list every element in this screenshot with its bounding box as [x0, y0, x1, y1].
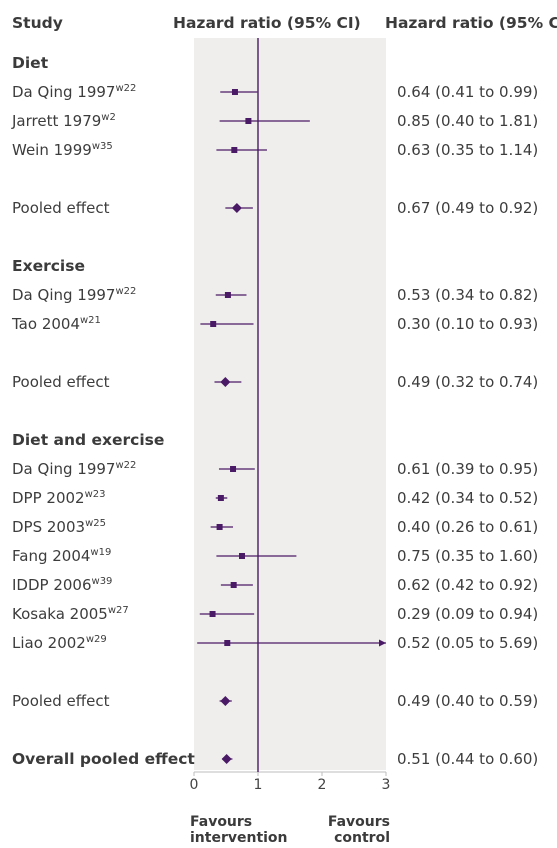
- study-reference: w23: [84, 489, 106, 500]
- study-name: DPS 2003: [12, 518, 86, 536]
- x-tick-label: 1: [254, 777, 263, 793]
- point-estimate: [230, 582, 237, 588]
- study-name: Da Qing 1997: [12, 460, 116, 478]
- study-label: Da Qing 1997w22: [12, 460, 136, 478]
- study-reference: w27: [107, 605, 129, 616]
- study-name: Overall pooled effect: [12, 750, 195, 768]
- study-label: Kosaka 2005w27: [12, 605, 129, 623]
- x-tick-label: 2: [318, 777, 327, 793]
- x-tick-label: 0: [190, 777, 199, 793]
- study-reference: w22: [115, 83, 137, 94]
- hazard-ratio-value: 0.63 (0.35 to 1.14): [397, 141, 539, 159]
- ci-arrow: [379, 639, 386, 647]
- header-value: Hazard ratio (95% CI): [385, 14, 557, 32]
- study-name: Liao 2002: [12, 634, 86, 652]
- study-reference: w29: [85, 634, 107, 645]
- pooled-label: Pooled effect: [12, 373, 109, 391]
- point-estimate: [209, 611, 216, 617]
- hazard-ratio-value: 0.40 (0.26 to 0.61): [397, 518, 539, 536]
- study-label: Fang 2004w19: [12, 547, 111, 565]
- study-name: Pooled effect: [12, 692, 110, 710]
- hazard-ratio-value: 0.52 (0.05 to 5.69): [397, 634, 539, 652]
- hazard-ratio-value: 0.64 (0.41 to 0.99): [397, 83, 539, 101]
- hazard-ratio-value: 0.42 (0.34 to 0.52): [397, 489, 539, 507]
- study-label: Da Qing 1997w22: [12, 286, 136, 304]
- study-name: DPP 2002: [12, 489, 85, 507]
- study-label: Wein 1999w35: [12, 141, 113, 159]
- study-name: Pooled effect: [12, 199, 110, 217]
- pooled-diamond: [220, 377, 231, 387]
- study-label: DPS 2003w25: [12, 518, 106, 536]
- hazard-ratio-value: 0.53 (0.34 to 0.82): [397, 286, 539, 304]
- study-name: Jarrett 1979: [12, 112, 102, 130]
- study-reference: w39: [91, 576, 113, 587]
- favours-control-label: Favours control: [327, 814, 390, 846]
- hazard-ratio-value: 0.51 (0.44 to 0.60): [397, 750, 539, 768]
- study-name: Da Qing 1997: [12, 286, 116, 304]
- study-reference: w2: [101, 112, 116, 123]
- header-forest: Hazard ratio (95% CI): [173, 14, 361, 32]
- point-estimate: [230, 466, 237, 472]
- group-heading: Exercise: [12, 257, 85, 275]
- study-name: Kosaka 2005: [12, 605, 108, 623]
- point-estimate: [210, 321, 217, 327]
- study-label: Da Qing 1997w22: [12, 83, 136, 101]
- study-reference: w22: [115, 460, 137, 471]
- hazard-ratio-value: 0.30 (0.10 to 0.93): [397, 315, 539, 333]
- header-study: Study: [12, 14, 63, 32]
- pooled-label: Pooled effect: [12, 199, 109, 217]
- pooled-label: Pooled effect: [12, 692, 109, 710]
- pooled-diamond: [220, 696, 231, 706]
- study-label: DPP 2002w23: [12, 489, 106, 507]
- study-label: Jarrett 1979w2: [12, 112, 116, 130]
- favours-intervention-label: Favours intervention: [190, 814, 288, 846]
- study-label: Tao 2004w21: [12, 315, 101, 333]
- plot-panel: [194, 38, 386, 770]
- study-label: IDDP 2006w39: [12, 576, 112, 594]
- point-estimate: [231, 89, 238, 95]
- overall-label: Overall pooled effect: [12, 750, 195, 768]
- study-reference: w25: [85, 518, 106, 529]
- hazard-ratio-value: 0.49 (0.32 to 0.74): [397, 373, 539, 391]
- x-tick-label: 3: [382, 777, 391, 793]
- study-name: Pooled effect: [12, 373, 110, 391]
- point-estimate: [231, 147, 238, 153]
- hazard-ratio-value: 0.29 (0.09 to 0.94): [397, 605, 539, 623]
- hazard-ratio-value: 0.61 (0.39 to 0.95): [397, 460, 539, 478]
- point-estimate: [216, 524, 223, 530]
- pooled-diamond: [231, 203, 242, 213]
- hazard-ratio-value: 0.75 (0.35 to 1.60): [397, 547, 539, 565]
- study-name: Fang 2004: [12, 547, 91, 565]
- hazard-ratio-value: 0.62 (0.42 to 0.92): [397, 576, 539, 594]
- study-reference: w22: [115, 286, 137, 297]
- study-name: Da Qing 1997: [12, 83, 116, 101]
- point-estimate: [245, 118, 252, 124]
- point-estimate: [224, 640, 231, 646]
- pooled-diamond: [221, 754, 232, 764]
- study-reference: w19: [90, 547, 112, 558]
- point-estimate: [239, 553, 245, 559]
- group-heading: Diet and exercise: [12, 431, 165, 449]
- study-name: IDDP 2006: [12, 576, 92, 594]
- study-label: Liao 2002w29: [12, 634, 107, 652]
- study-reference: w21: [80, 315, 101, 326]
- study-name: Wein 1999: [12, 141, 92, 159]
- study-reference: w35: [91, 141, 113, 152]
- point-estimate: [224, 292, 231, 298]
- hazard-ratio-value: 0.49 (0.40 to 0.59): [397, 692, 539, 710]
- group-heading: Diet: [12, 54, 49, 72]
- study-name: Tao 2004: [12, 315, 80, 333]
- hazard-ratio-value: 0.85 (0.40 to 1.81): [397, 112, 539, 130]
- point-estimate: [217, 495, 224, 501]
- hazard-ratio-value: 0.67 (0.49 to 0.92): [397, 199, 539, 217]
